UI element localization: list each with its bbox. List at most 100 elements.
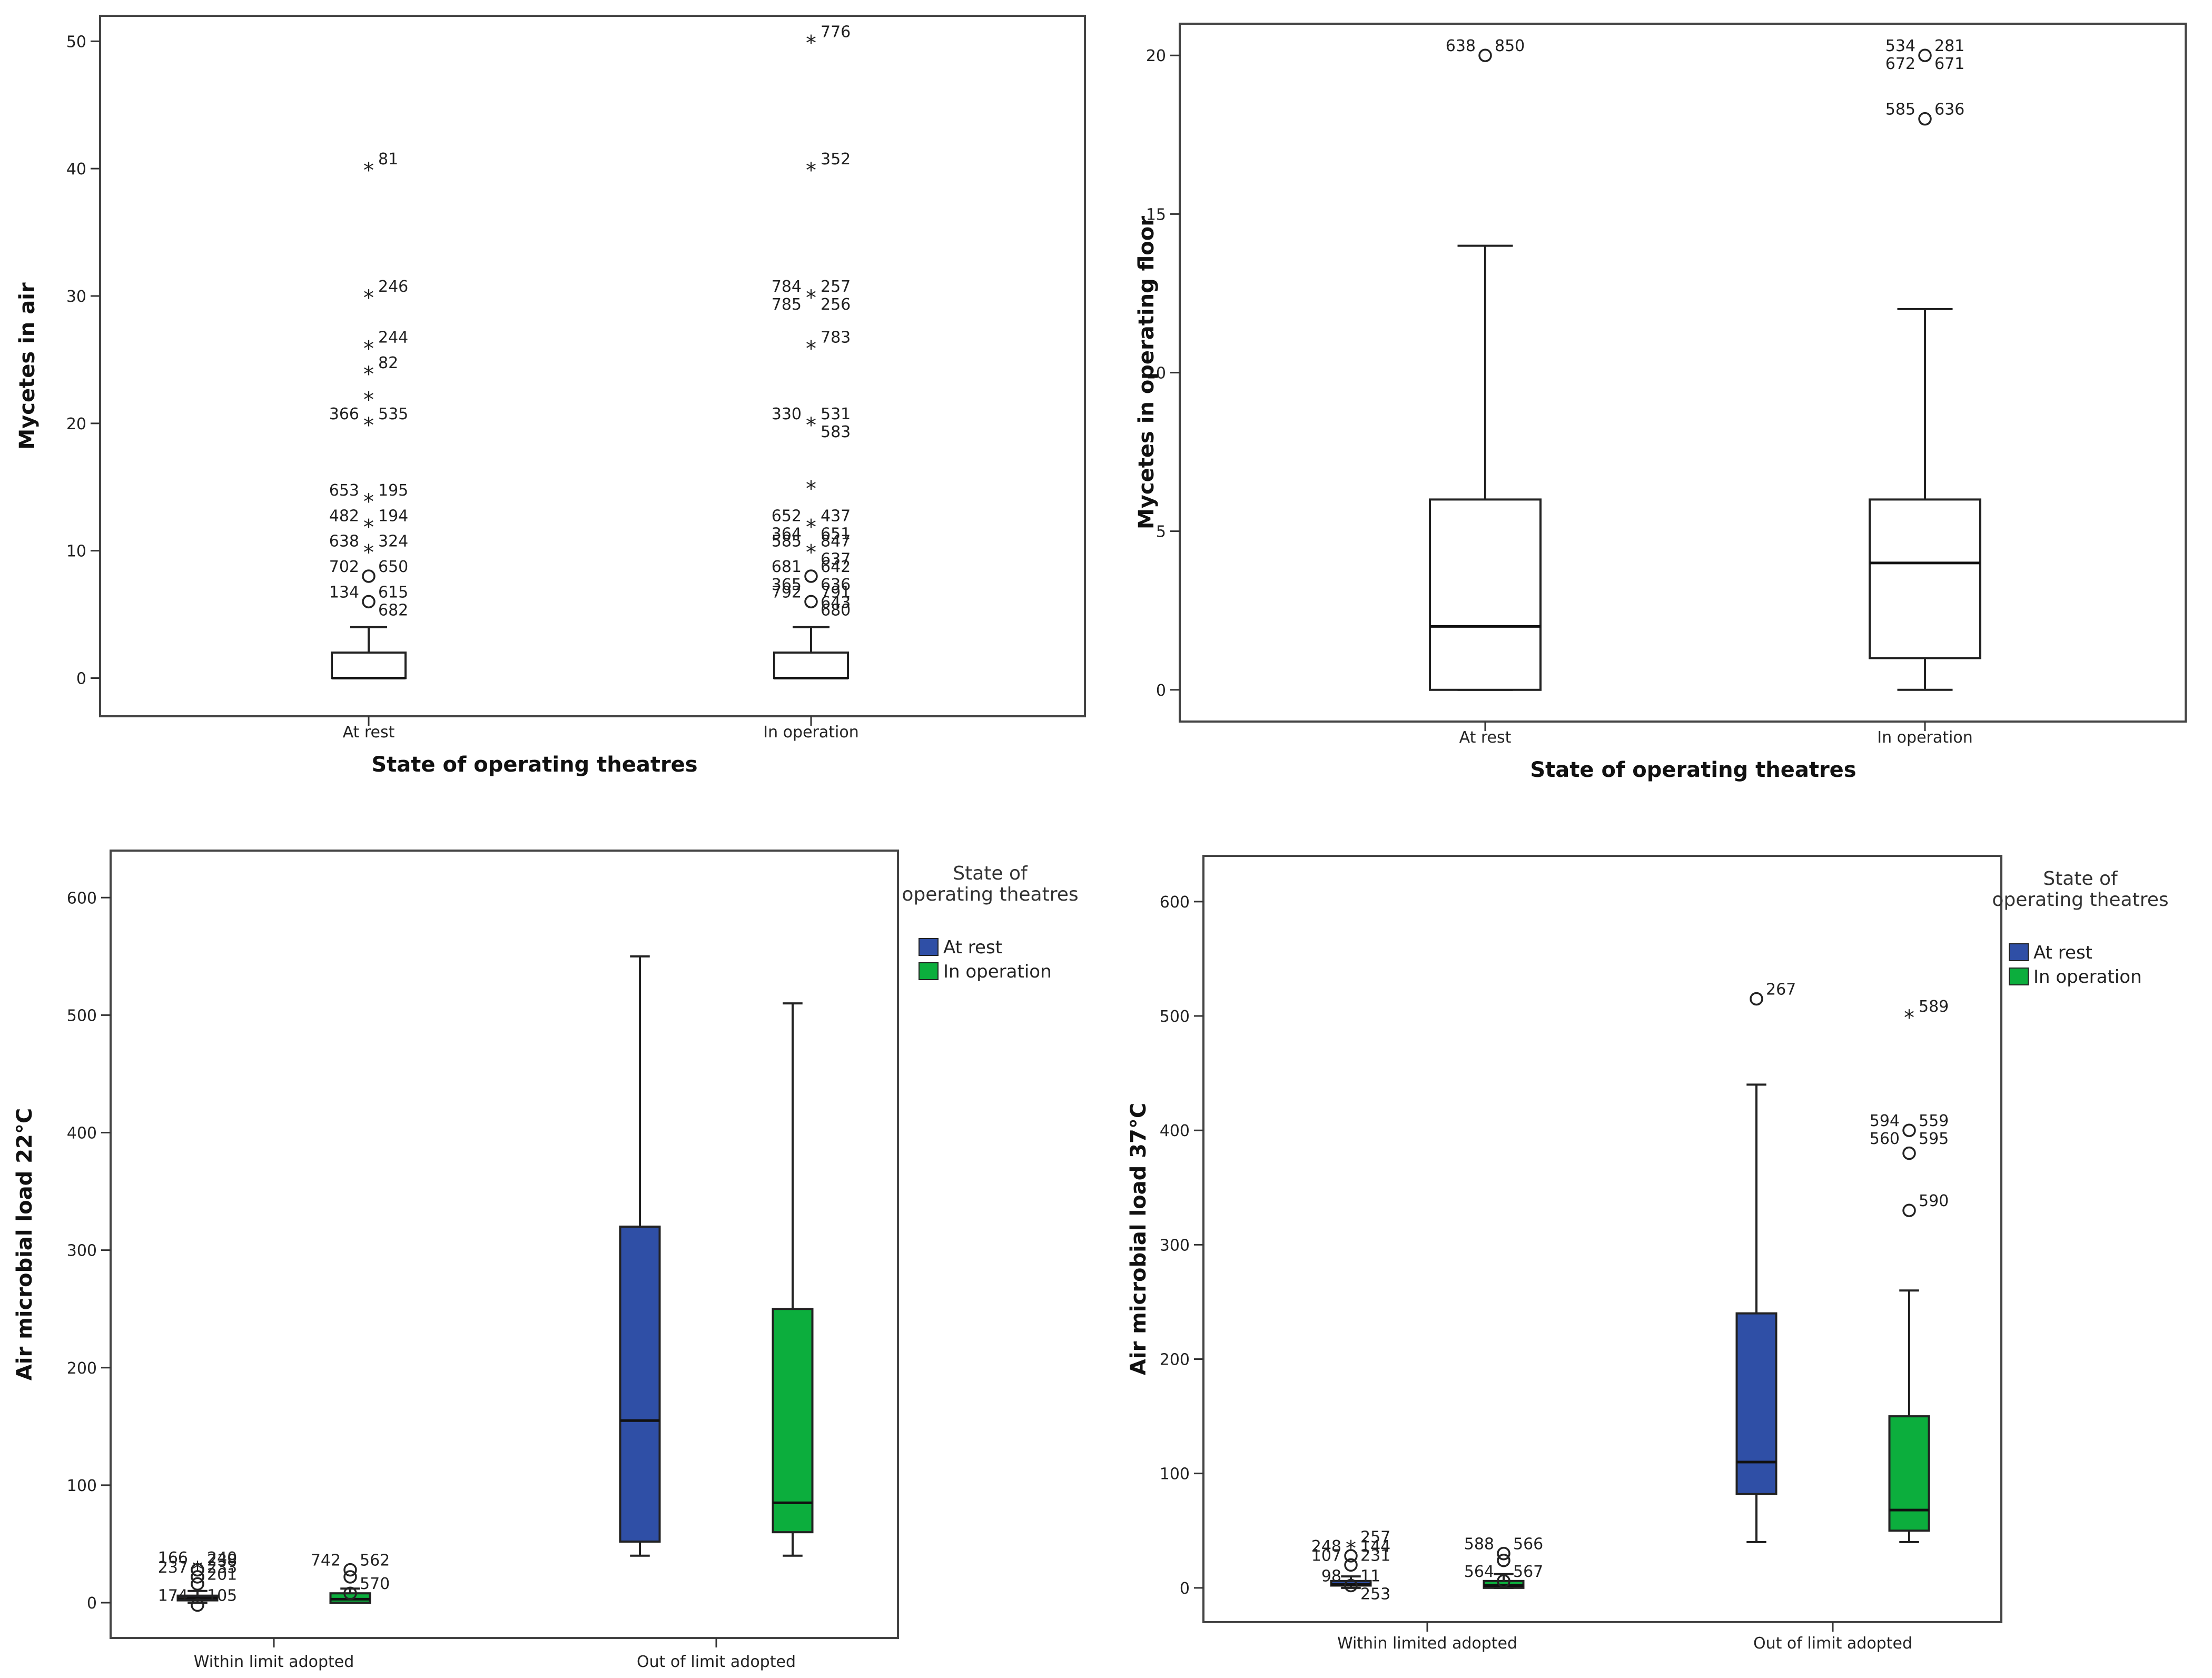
category-label: Out of limit adopted: [1753, 1634, 1912, 1653]
y-tick-label: 20: [1146, 47, 1166, 65]
outlier-label: 231: [1360, 1546, 1390, 1565]
outlier-label: 636: [821, 576, 851, 594]
outlier-circle: [1750, 992, 1763, 1006]
outlier-circle: [1344, 1558, 1358, 1572]
category-label: In operation: [1877, 728, 1972, 747]
y-tick-label: 0: [1180, 1580, 1190, 1598]
outlier-circle: [1497, 1574, 1510, 1588]
outlier-label: 246: [378, 278, 408, 296]
y-tick-label: 600: [1160, 893, 1190, 912]
outlier-circle: [343, 1563, 357, 1577]
y-tick-label: 0: [1156, 682, 1166, 700]
outlier-label: 531: [821, 405, 851, 423]
outlier-label: 240: [207, 1549, 237, 1567]
y-axis-title: Air microbial load 22°C: [13, 1108, 37, 1380]
box-all: 850 638: [1429, 37, 1542, 691]
outlier-label: 651: [821, 525, 851, 543]
outlier-label: 652: [772, 507, 802, 525]
outlier-label: 588: [1464, 1535, 1494, 1554]
y-tick-label: 30: [66, 288, 86, 306]
legend-title: State of operating theatres: [1992, 868, 2168, 911]
outlier-label: 642: [821, 558, 851, 576]
outlier-circle: [191, 1598, 204, 1612]
y-tick-label: 0: [87, 1594, 97, 1613]
box-at-rest: [619, 955, 661, 1557]
category-label: Within limit adopted: [194, 1653, 354, 1671]
outlier-circle: [1344, 1549, 1358, 1563]
outlier-label: 559: [1919, 1112, 1949, 1130]
outlier-circle: [1902, 1146, 1916, 1160]
chart-panel-3: 0 100 200 300 400 500 600 Air microbial load 22…: [13, 850, 1079, 1671]
plot-frame: [1179, 23, 2187, 723]
legend-label: In operation: [943, 961, 1052, 982]
outlier-label: 248: [1311, 1537, 1341, 1556]
outlier-label: 82: [378, 354, 398, 372]
outlier-label: 201: [207, 1565, 237, 1584]
outlier-label: 589: [1919, 998, 1949, 1016]
outlier-label: 776: [821, 23, 851, 41]
category-label: At rest: [343, 723, 395, 742]
outlier-label: 791: [821, 583, 851, 601]
outlier-label: 567: [1513, 1563, 1543, 1581]
category-label: In operation: [763, 723, 858, 742]
outlier-star: *: [1346, 1537, 1356, 1561]
box-iqr: [1735, 1312, 1777, 1495]
outlier-label: 256: [821, 295, 851, 314]
category-label: Out of limit adopted: [637, 1653, 796, 1671]
y-tick-label: 50: [66, 33, 86, 51]
outlier-star: *: [806, 413, 816, 438]
legend: State of operating theatres At rest In oper…: [1992, 868, 2168, 988]
outlier-star: *: [363, 490, 374, 514]
box-in-operation: 566 588 567 564: [1464, 1535, 1543, 1589]
box-iqr: [331, 652, 407, 679]
y-tick-label: 10: [66, 542, 86, 561]
outlier-circle: [1344, 1578, 1358, 1593]
box-iqr: [1869, 498, 1981, 659]
outlier-label: 330: [772, 405, 802, 423]
box-iqr: [1888, 1415, 1930, 1532]
outlier-circle: [362, 569, 376, 583]
outlier-label: 636: [1934, 101, 1964, 119]
outlier-label: 366: [329, 405, 359, 423]
y-tick-label: 20: [66, 415, 86, 433]
outlier-label: 702: [329, 558, 359, 576]
outlier-label: 482: [329, 507, 359, 525]
y-tick-label: 600: [67, 889, 97, 907]
outlier-label: 785: [772, 295, 802, 314]
y-axis-title: Air microbial load 37°C: [1127, 1103, 1151, 1375]
outlier-star: *: [806, 286, 816, 310]
outlier-label: 742: [311, 1552, 341, 1570]
outlier-circle: [1497, 1546, 1510, 1561]
y-tick-label: 200: [67, 1359, 97, 1378]
outlier-label: 238: [207, 1552, 237, 1570]
outlier-circle: [1918, 112, 1932, 126]
outlier-label: 672: [1885, 55, 1915, 73]
outlier-label: 194: [378, 507, 408, 525]
box-iqr: [773, 652, 849, 679]
box-at-rest: 267: [1735, 980, 1796, 1543]
y-tick-label: 100: [67, 1477, 97, 1495]
box-all: 281 534 671 672 636 585: [1869, 37, 1981, 691]
outlier-label: 257: [1360, 1528, 1390, 1547]
legend-label: At rest: [2033, 942, 2092, 963]
outlier-label: 144: [1360, 1537, 1390, 1556]
outlier-circle: [1918, 48, 1932, 62]
outlier-label: 792: [772, 583, 802, 601]
outlier-label: 682: [378, 601, 408, 619]
legend-swatch: [919, 938, 939, 956]
y-axis-title: Mycetes in air: [15, 282, 39, 450]
outlier-label: 590: [1919, 1192, 1949, 1210]
outlier-label: 681: [772, 558, 802, 576]
outlier-label: 11: [1360, 1567, 1380, 1586]
outlier-star: *: [806, 541, 816, 565]
y-tick-label: 500: [67, 1006, 97, 1025]
y-tick-label: 100: [1160, 1465, 1190, 1484]
outlier-circle: [191, 1563, 204, 1577]
outlier-label: 566: [1513, 1535, 1543, 1554]
outlier-label: 281: [1934, 37, 1964, 55]
outlier-label: 671: [1934, 55, 1964, 73]
box-iqr: [772, 1308, 814, 1534]
outlier-label: 174: [158, 1587, 188, 1605]
outlier-circle: [1902, 1123, 1916, 1137]
